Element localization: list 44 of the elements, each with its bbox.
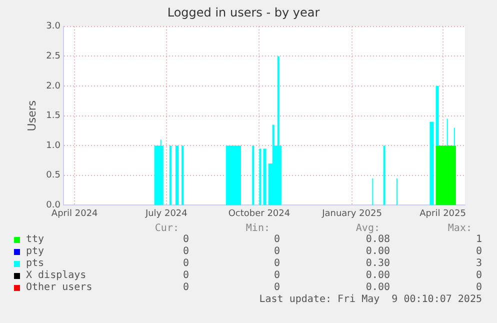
- x-tick-label: July 2024: [144, 208, 188, 219]
- text: 0: [274, 246, 280, 258]
- x-tick-label: April 2025: [420, 208, 466, 219]
- text: 0: [274, 282, 280, 294]
- text: Min:: [246, 223, 270, 235]
- text: 0: [182, 258, 189, 270]
- y-tick-label: 2.0: [46, 81, 61, 92]
- text: 0: [182, 234, 189, 246]
- text: 0: [274, 258, 280, 270]
- text: 0: [182, 270, 189, 282]
- x-tick-label: January 2025: [321, 208, 382, 219]
- text: 0: [476, 246, 482, 258]
- x-tick-label: October 2024: [228, 208, 290, 219]
- legend-label: Other users: [26, 282, 92, 294]
- text: 0.08: [366, 234, 390, 246]
- legend-label: X displays: [26, 270, 86, 282]
- text: 0: [476, 282, 482, 294]
- chart-title: Logged in users - by year: [167, 5, 320, 20]
- text: 0: [476, 270, 482, 282]
- y-tick-label: 2.5: [46, 52, 61, 62]
- y-tick-label: 1.5: [46, 111, 61, 122]
- text: Last update: Fri May 9 00:10:07 2025: [259, 294, 482, 306]
- text: 3: [476, 258, 482, 270]
- text: 0.30: [366, 258, 390, 270]
- y-tick-label: 0.0: [46, 200, 61, 211]
- text: 1: [476, 234, 482, 246]
- text: 0: [182, 282, 189, 294]
- text: 0.00: [366, 270, 390, 282]
- text: 0.00: [366, 246, 390, 258]
- text: 0: [274, 270, 280, 282]
- text: 0: [274, 234, 280, 246]
- y-tick-label: 0.5: [46, 170, 61, 181]
- y-tick-label: 1.0: [46, 140, 61, 151]
- x-tick-label: April 2024: [51, 208, 98, 219]
- text: Cur:: [154, 223, 179, 235]
- text: 0: [182, 246, 189, 258]
- legend-label: tty: [26, 234, 44, 246]
- y-tick-label: 3.0: [46, 22, 61, 32]
- legend-label: pty: [26, 246, 44, 258]
- text: 0.00: [366, 282, 390, 294]
- text: Max:: [448, 223, 472, 235]
- y-axis-title: Users: [25, 100, 38, 132]
- text: Avg:: [356, 223, 380, 234]
- legend-label: pts: [26, 258, 44, 270]
